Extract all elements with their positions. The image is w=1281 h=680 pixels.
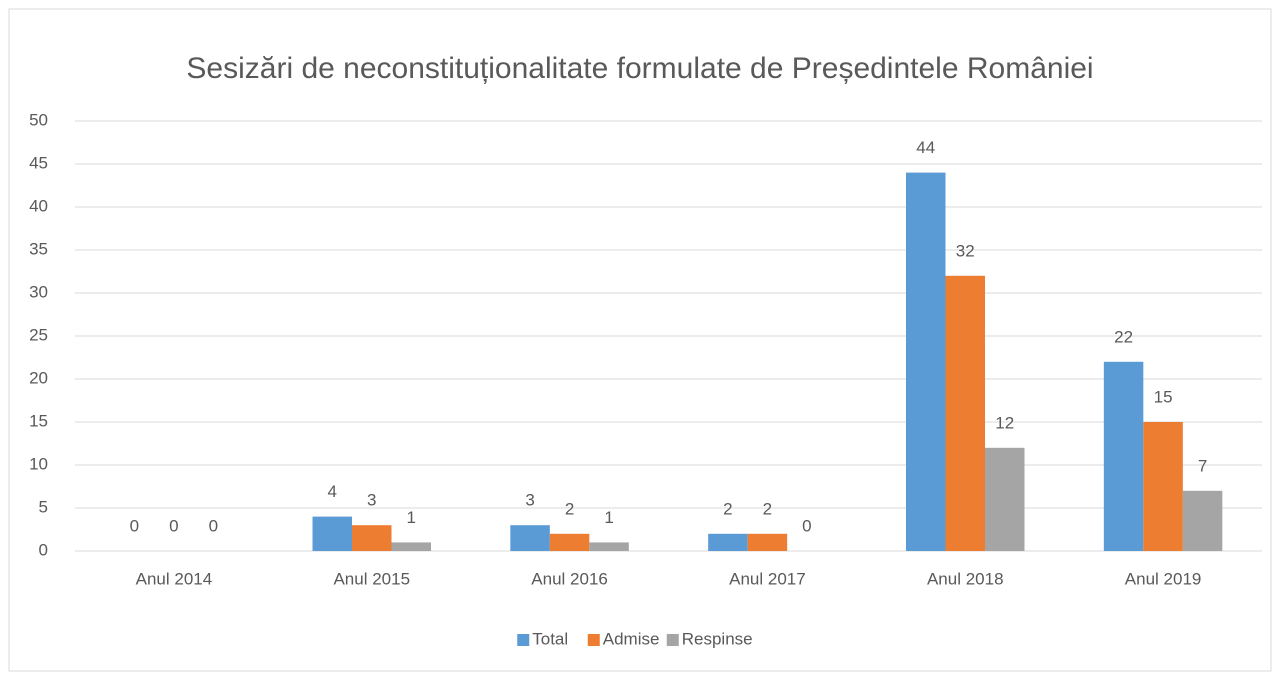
data-label: 3 [525,491,534,510]
x-tick-label: Anul 2017 [729,569,806,588]
bar [945,275,985,551]
bar [1143,422,1183,551]
data-label: 15 [1154,387,1173,406]
data-label: 0 [130,516,139,535]
y-tick-label: 40 [29,196,48,215]
y-tick-label: 50 [29,110,48,129]
data-label: 32 [956,241,975,260]
legend-swatch [517,634,530,646]
chart-title: Sesizări de neconstituționalitate formul… [186,52,1093,85]
x-tick-label: Anul 2018 [927,569,1004,588]
legend-label: Total [532,629,568,648]
chart-frame [8,8,1272,672]
legend-label: Admise [603,629,660,648]
data-label: 2 [723,499,732,518]
bar [708,533,748,551]
bar [1182,490,1223,551]
data-label: 7 [1198,456,1207,475]
y-tick-label: 45 [29,153,48,172]
bar [510,525,550,551]
data-label: 44 [916,138,935,157]
bar [391,542,431,551]
x-tick-label: Anul 2016 [531,569,608,588]
x-tick-label: Anul 2019 [1125,569,1202,588]
legend-swatch [587,634,600,646]
bar [1103,361,1144,551]
data-label: 0 [169,516,178,535]
legend-label: Respinse [682,629,753,648]
y-tick-label: 10 [29,454,48,473]
x-tick-label: Anul 2015 [333,569,410,588]
bar [589,542,629,551]
y-tick-label: 30 [29,282,48,301]
y-tick-label: 25 [29,325,48,344]
legend-swatch [666,634,679,646]
data-label: 12 [995,413,1014,432]
y-tick-label: 0 [39,540,48,559]
bar [312,516,352,551]
data-label: 4 [328,482,337,501]
data-label: 2 [763,499,772,518]
data-label: 0 [209,516,218,535]
bar [985,447,1025,551]
data-label: 1 [604,508,613,527]
y-tick-label: 5 [39,497,48,516]
data-label: 22 [1114,327,1133,346]
bar [549,533,590,551]
data-label: 1 [407,508,416,527]
data-label: 0 [802,516,811,535]
y-tick-label: 20 [29,368,48,387]
y-tick-label: 35 [29,239,48,258]
bar [747,533,788,551]
bar [906,172,946,551]
y-tick-label: 15 [29,411,48,430]
data-label: 2 [565,499,574,518]
x-tick-label: Anul 2014 [136,569,213,588]
bar [352,525,392,551]
data-label: 3 [367,491,376,510]
